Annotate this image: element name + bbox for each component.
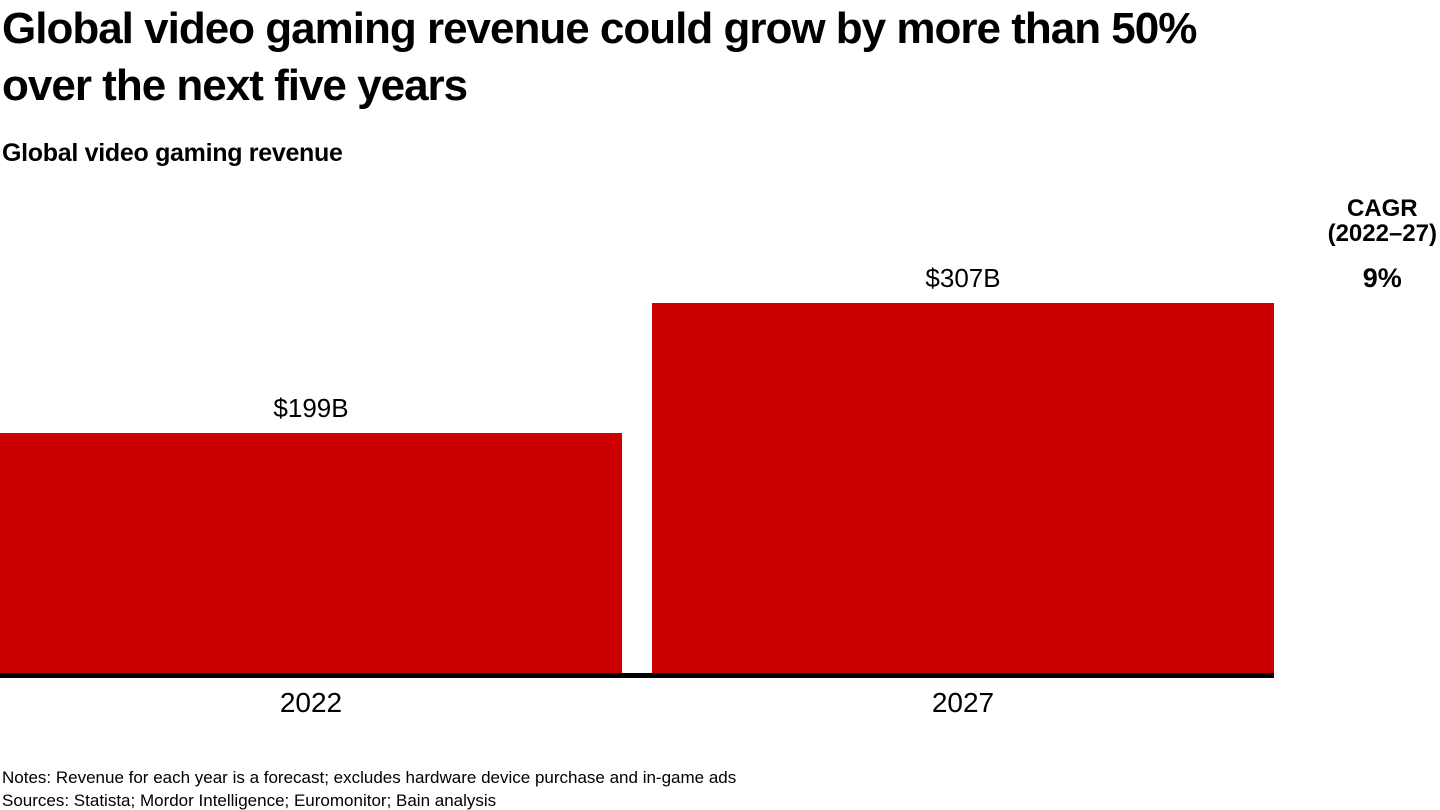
- cagr-value: 9%: [1362, 263, 1402, 293]
- cagr-header: CAGR (2022–27): [1328, 196, 1437, 246]
- bar-group-2022: $199B: [0, 393, 622, 673]
- sources-line: Sources: Statista; Mordor Intelligence; …: [2, 791, 497, 810]
- x-axis-label-2027: 2027: [931, 687, 995, 718]
- bar-value-label-2027: $307B: [925, 263, 1001, 293]
- footnotes: Notes: Revenue for each year is a foreca…: [2, 766, 736, 810]
- bar-group-2027: $307B: [652, 263, 1274, 673]
- page-title-line-1: Global video gaming revenue could grow b…: [2, 4, 1197, 53]
- x-axis-line: [0, 673, 1274, 678]
- x-axis-label-2022: 2022: [279, 687, 343, 718]
- cagr-header-line-2: (2022–27): [1327, 220, 1437, 247]
- bar-2022: [0, 433, 622, 673]
- notes-line: Notes: Revenue for each year is a foreca…: [2, 768, 737, 787]
- cagr-header-line-1: CAGR: [1346, 195, 1418, 222]
- page-title-line-2: over the next five years: [2, 61, 468, 110]
- cagr-column: CAGR (2022–27) 9%: [1328, 196, 1437, 292]
- chart-subtitle: Global video gaming revenue: [2, 139, 343, 167]
- page-title: Global video gaming revenue could grow b…: [2, 0, 1197, 114]
- bar-2027: [652, 303, 1274, 673]
- bar-value-label-2022: $199B: [273, 393, 349, 423]
